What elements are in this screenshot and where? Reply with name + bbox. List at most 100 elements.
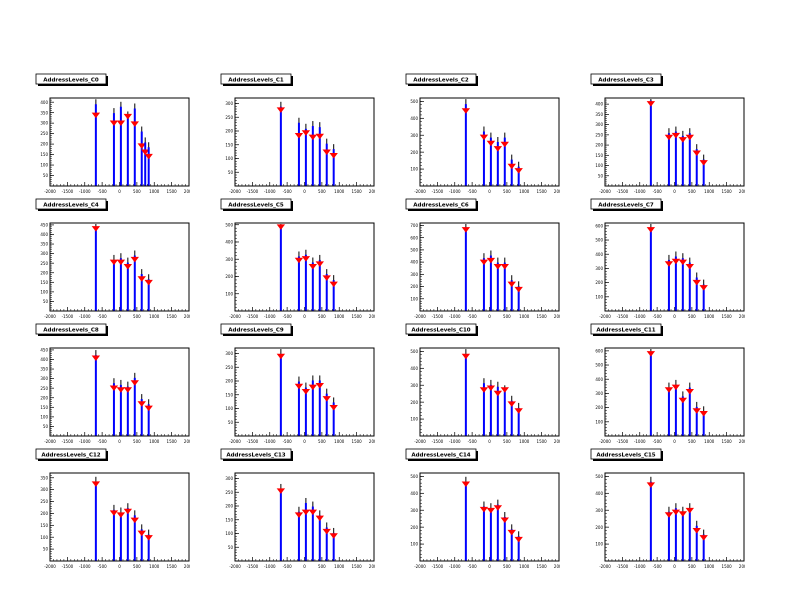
x-tick-label: -1000 xyxy=(449,564,461,569)
y-tick-label: 350 xyxy=(40,475,48,480)
y-tick-label: 300 xyxy=(225,257,233,262)
y-tick-label: 400 xyxy=(410,116,418,121)
peak-marker-icon xyxy=(646,227,656,233)
y-tick-label: 250 xyxy=(225,490,233,495)
histogram-title: AddressLevels_C14 xyxy=(411,453,470,459)
peak-marker-icon xyxy=(137,401,146,407)
x-tick-label: 1500 xyxy=(352,189,363,194)
y-tick-label: 100 xyxy=(40,414,48,419)
peak-marker-icon xyxy=(685,507,694,514)
plot-AddressLevels_C0: -2000 -1500 -1000 -500 0 500 1000 1500 2000 400 35… xyxy=(35,73,190,194)
plot-frame xyxy=(234,472,375,562)
title-box xyxy=(35,448,107,460)
peak-marker-icon xyxy=(486,507,496,514)
peak-marker-icon xyxy=(646,351,656,357)
peak-marker-icon xyxy=(507,401,516,407)
peak-marker-icon xyxy=(646,482,656,488)
x-tick-label: 2000 xyxy=(554,439,560,444)
y-tick-label: 500 xyxy=(410,474,418,479)
y-tick-label: 150 xyxy=(225,392,233,397)
peak-marker-icon xyxy=(322,396,331,402)
peak-marker-icon xyxy=(685,389,694,395)
title-box xyxy=(590,73,662,85)
x-tick-label: 1500 xyxy=(722,439,733,444)
x-tick-label: 1500 xyxy=(722,189,733,194)
x-tick-label: 0 xyxy=(673,189,676,194)
x-tick-label: -1000 xyxy=(449,189,461,194)
x-tick-label: -500 xyxy=(653,439,663,444)
y-tick-label: 100 xyxy=(595,542,603,547)
peak-marker-icon xyxy=(685,134,694,141)
peak-marker-icon xyxy=(479,387,489,393)
x-tick-label: 500 xyxy=(688,439,696,444)
peak-marker-icon xyxy=(308,134,318,141)
y-tick-label: 350 xyxy=(40,110,48,115)
peak-marker-icon xyxy=(276,107,286,113)
y-tick-label: 100 xyxy=(225,406,233,411)
peak-marker-icon xyxy=(493,146,503,152)
y-tick-label: 50 xyxy=(43,173,49,178)
peak-marker-icon xyxy=(315,261,324,267)
y-tick-label: 350 xyxy=(40,367,48,372)
x-tick-label: -1500 xyxy=(617,564,629,569)
x-tick-label: -500 xyxy=(468,189,478,194)
y-tick-label: 250 xyxy=(225,365,233,370)
y-tick-label: 400 xyxy=(40,100,48,105)
peak-marker-icon xyxy=(479,506,489,513)
peak-marker-icon xyxy=(329,404,338,411)
x-tick-label: 0 xyxy=(673,564,676,569)
x-tick-label: 1000 xyxy=(704,439,715,444)
y-tick-label: 200 xyxy=(595,280,603,285)
peak-marker-icon xyxy=(329,153,338,159)
x-tick-label: -500 xyxy=(283,189,293,194)
y-tick-label: 50 xyxy=(598,173,604,178)
plot-frame xyxy=(49,472,190,562)
peak-marker-icon xyxy=(514,408,523,414)
x-tick-label: 1000 xyxy=(519,189,530,194)
y-tick-label: 200 xyxy=(225,504,233,509)
y-tick-label: 350 xyxy=(40,242,48,247)
x-tick-label: -2000 xyxy=(229,439,241,444)
peak-marker-icon xyxy=(123,264,133,270)
y-tick-label: 200 xyxy=(40,395,48,400)
y-tick-label: 350 xyxy=(595,112,603,117)
title-box xyxy=(35,73,107,85)
plot-frame xyxy=(49,222,190,312)
peak-marker-icon xyxy=(671,258,681,265)
peak-marker-icon xyxy=(486,385,496,391)
y-tick-label: 100 xyxy=(40,535,48,540)
x-tick-label: 2000 xyxy=(184,189,190,194)
y-tick-label: 450 xyxy=(40,348,48,353)
x-tick-label: 1000 xyxy=(704,564,715,569)
x-tick-label: -500 xyxy=(283,314,293,319)
peak-marker-icon xyxy=(514,286,523,293)
peak-marker-icon xyxy=(500,517,509,524)
x-tick-label: 2000 xyxy=(369,314,375,319)
peak-marker-icon xyxy=(116,387,126,393)
peak-marker-icon xyxy=(500,387,509,393)
x-tick-label: 0 xyxy=(303,564,306,569)
title-box xyxy=(590,198,662,210)
y-tick-label: 300 xyxy=(410,272,418,277)
x-tick-label: 1000 xyxy=(149,439,160,444)
x-tick-label: 0 xyxy=(488,439,491,444)
peak-marker-icon xyxy=(109,259,119,266)
x-tick-label: 2000 xyxy=(739,189,745,194)
title-box xyxy=(405,323,477,335)
x-tick-label: 1000 xyxy=(334,314,345,319)
plot-frame xyxy=(419,347,560,437)
peak-marker-icon xyxy=(671,132,681,139)
plot-AddressLevels_C8: -2000 -1500 -1000 -500 0 500 1000 1500 2000 450 40… xyxy=(35,323,190,444)
y-tick-label: 400 xyxy=(410,260,418,265)
x-tick-label: 1500 xyxy=(167,314,178,319)
y-tick-label: 50 xyxy=(228,420,234,425)
x-tick-label: -1500 xyxy=(432,314,444,319)
y-tick-label: 100 xyxy=(40,289,48,294)
y-tick-label: 300 xyxy=(410,508,418,513)
y-tick-label: 50 xyxy=(43,424,49,429)
x-tick-label: -1000 xyxy=(449,439,461,444)
peak-marker-icon xyxy=(137,143,146,149)
x-tick-label: 1500 xyxy=(537,314,548,319)
plot-AddressLevels_C1: -2000 -1500 -1000 -500 0 500 1000 1500 2000 300 25… xyxy=(220,73,375,194)
plot-AddressLevels_C3: -2000 -1500 -1000 -500 0 500 1000 1500 2000 400 35… xyxy=(590,73,745,194)
